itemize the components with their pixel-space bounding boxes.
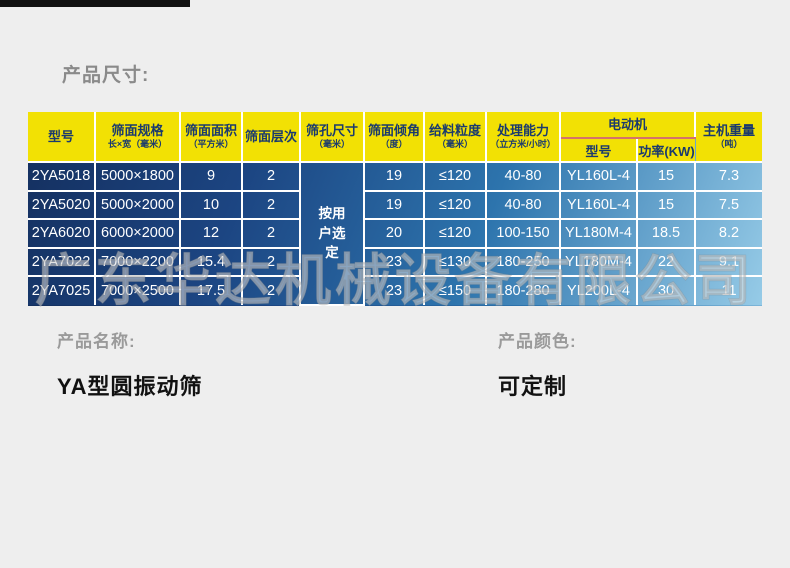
- col-header-label: 筛孔尺寸: [305, 123, 358, 139]
- product-color-block: 产品颜色: 可定制: [498, 327, 577, 401]
- table-cell: 23: [364, 247, 425, 278]
- table-header: 型号 筛面规格 长×宽（毫米） 筛面面积 （平方米） 筛面层次 筛孔尺寸: [28, 112, 763, 163]
- col-header-label: 给料粒度: [428, 123, 481, 139]
- table-cell: 180-250: [486, 247, 561, 278]
- table-cell: 2: [242, 162, 301, 192]
- table-cell: 15: [637, 190, 697, 221]
- table-cell: 7000×2500: [95, 276, 181, 305]
- table-cell: 7.3: [695, 162, 763, 192]
- table-cell: 2: [242, 276, 301, 305]
- table-cell: 9.1: [695, 247, 763, 278]
- col-header-label: 筛面规格: [111, 123, 164, 139]
- table-cell: 5000×2000: [95, 190, 181, 221]
- col-header-mesh-size: 筛孔尺寸 （毫米）: [300, 112, 365, 163]
- product-spec-table: 型号 筛面规格 长×宽（毫米） 筛面面积 （平方米） 筛面层次 筛孔尺寸: [28, 112, 763, 306]
- table-row: 2YA7022 7000×2200 15.4 2 23 ≤130 180-250 YL180M…: [28, 247, 763, 278]
- table-cell: 12: [180, 219, 243, 249]
- table-cell: 11: [721, 283, 737, 300]
- table-cell: ≤120: [424, 190, 487, 221]
- col-header-model: 型号: [28, 112, 96, 163]
- col-header-screen-angle: 筛面倾角 （度）: [364, 112, 425, 163]
- table-cell: 2: [242, 219, 301, 249]
- table-cell: 23: [364, 276, 425, 305]
- header-row-main: 型号 筛面规格 长×宽（毫米） 筛面面积 （平方米） 筛面层次 筛孔尺寸: [28, 112, 763, 163]
- header-row-motor-sub: 型号 功率(KW): [28, 138, 762, 163]
- col-header-screen-area: 筛面面积 （平方米）: [180, 112, 243, 163]
- table-body: 2YA5018 5000×1800 9 2 按用 户选 定 19 ≤120 40-80 YL16…: [28, 162, 763, 306]
- table-cell: 2YA5020: [28, 190, 96, 221]
- table-cell: 18.5: [637, 219, 697, 249]
- col-header-label: 型号: [47, 128, 74, 144]
- col-header-sub: （吨）: [715, 138, 743, 149]
- product-name-block: 产品名称: YA型圆振动筛: [57, 327, 203, 401]
- table-cell: 5000×1800: [95, 162, 181, 192]
- product-name-label: 产品名称:: [57, 332, 136, 351]
- table-cell: YL180M-4: [560, 219, 638, 249]
- col-header-sub: （立方米/小时）: [490, 138, 556, 149]
- col-header-screen-spec: 筛面规格 长×宽（毫米）: [95, 112, 181, 163]
- table-cell: 17.5: [180, 276, 243, 305]
- table-cell: ≤120: [424, 162, 487, 192]
- col-header-label: 主机重量: [703, 123, 756, 139]
- table-cell: ≤130: [424, 247, 487, 278]
- col-header-feed-size: 给料粒度 （毫米）: [424, 112, 487, 163]
- table-cell: 40-80: [486, 190, 561, 221]
- table-cell: 40-80: [486, 162, 561, 192]
- product-color-label: 产品颜色:: [498, 332, 577, 351]
- top-left-bar: [0, 0, 190, 7]
- col-header-capacity: 处理能力 （立方米/小时）: [486, 112, 561, 163]
- table-cell: 20: [364, 219, 425, 249]
- table-cell: YL200L-4: [560, 276, 638, 305]
- table-cell: 2: [242, 247, 301, 278]
- col-header-machine-weight: 主机重量 （吨）: [695, 112, 763, 163]
- col-header-motor-model: 型号: [560, 138, 638, 163]
- table-cell: YL180M-4: [560, 247, 638, 278]
- col-header-label: 筛面倾角: [367, 123, 420, 139]
- col-header-sub: （度）: [380, 138, 408, 149]
- table-cell: 2YA6020: [28, 219, 96, 249]
- product-color-value: 可定制: [498, 374, 568, 399]
- merged-cell-mesh-size: 按用 户选 定: [300, 162, 365, 306]
- table-cell: YL160L-4: [560, 162, 638, 192]
- table-cell: YL160L-4: [560, 190, 638, 221]
- table-cell: 2: [242, 190, 301, 221]
- section-title-dimensions: 产品尺寸:: [62, 65, 150, 86]
- table-cell: ≤120: [424, 219, 487, 249]
- table-cell: 15: [637, 162, 697, 192]
- table-cell: 180-280: [486, 276, 561, 305]
- table-cell: 2YA7022: [28, 247, 96, 278]
- table-row: 2YA7025 7000×2500 17.5 2 23 ≤150 180-280 YL200L…: [28, 276, 762, 305]
- col-header-screen-layers: 筛面层次: [242, 112, 301, 163]
- table-cell: 100-150: [486, 219, 561, 249]
- table-cell: 2YA5018: [28, 162, 96, 192]
- table-cell: 30: [637, 276, 697, 305]
- table-row: 2YA6020 6000×2000 12 2 20 ≤120 100-150 YL180M-4…: [28, 219, 763, 249]
- table-cell: 8.2: [695, 219, 763, 249]
- table-cell: 22: [637, 247, 697, 278]
- table-cell: 9: [180, 162, 243, 192]
- table-row: 2YA5018 5000×1800 9 2 按用 户选 定 19 ≤120 40-80 YL16…: [28, 162, 763, 306]
- col-header-sub: （平方米）: [188, 138, 234, 149]
- col-header-sub: （毫米）: [313, 138, 350, 149]
- table-cell: 15.4: [180, 247, 243, 278]
- col-header-motor-group: 电动机: [560, 112, 697, 139]
- table-row: 2YA5020 5000×2000 10 2 19 ≤120 40-80 YL160L-4 15…: [28, 190, 763, 221]
- table-cell: ≤150: [424, 276, 487, 305]
- col-header-label: 筛面层次: [244, 128, 297, 144]
- table-cell: 19: [364, 162, 425, 192]
- table-cell: 7000×2200: [95, 247, 181, 278]
- table-cell: 2YA7025: [28, 276, 96, 305]
- col-header-label: 处理能力: [496, 123, 549, 139]
- col-header-sub: （毫米）: [436, 138, 473, 149]
- table-cell: 19: [364, 190, 425, 221]
- table-cell: 10: [180, 190, 243, 221]
- col-header-motor-power: 功率(KW): [637, 138, 696, 163]
- table-cell: 6000×2000: [95, 219, 181, 249]
- col-header-sub: 长×宽（毫米）: [107, 138, 168, 149]
- product-name-value: YA型圆振动筛: [57, 374, 203, 399]
- col-header-label: 筛面面积: [184, 123, 237, 139]
- table-cell: 7.5: [695, 190, 763, 221]
- col-header-label: 电动机: [608, 116, 648, 132]
